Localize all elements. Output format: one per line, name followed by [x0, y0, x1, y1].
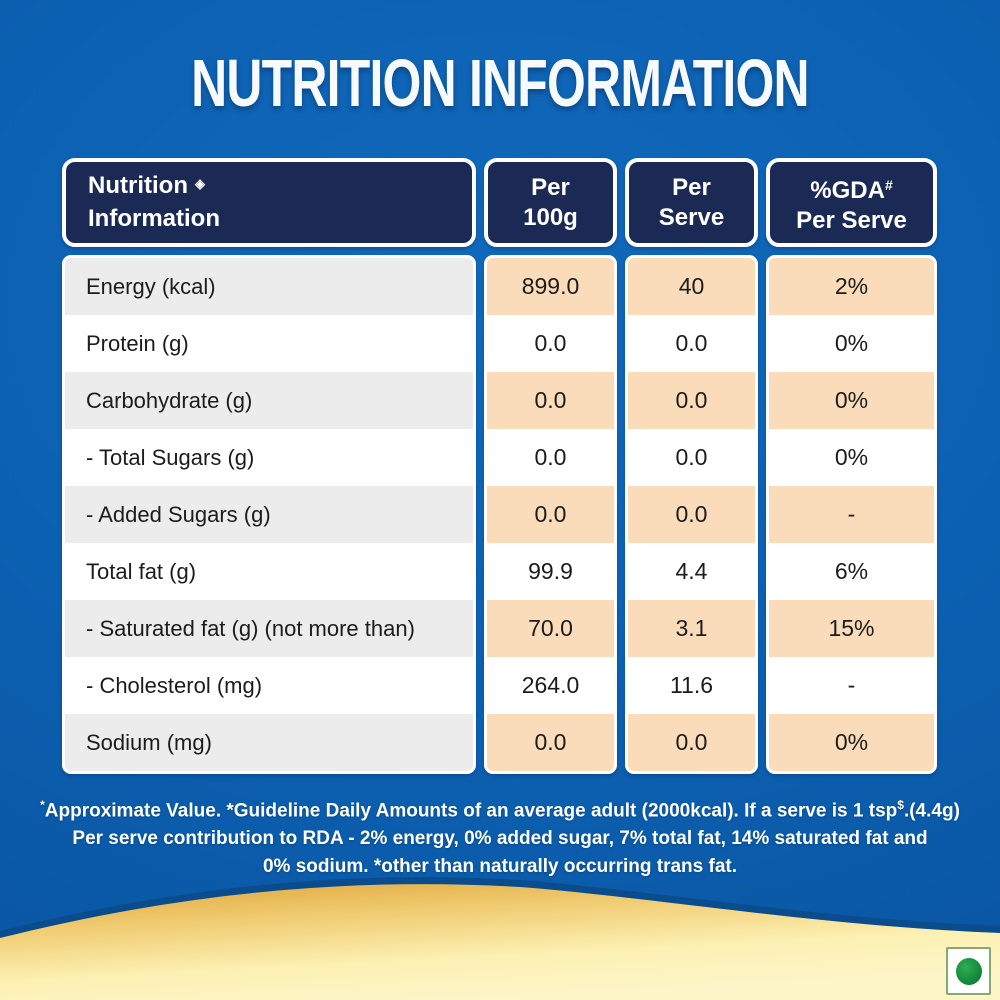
- header-100g-text: 100g: [523, 203, 578, 231]
- cell-per-100g: 264.0: [487, 657, 614, 714]
- diamond-icon: ◈: [194, 176, 205, 191]
- header-serve-text: Serve: [658, 203, 725, 231]
- footnote-text-1a: Approximate Value. *Guideline Daily Amou…: [44, 800, 898, 822]
- nutrition-table: Nutrition ◈ Information Per 100g Per Serv…: [62, 158, 937, 774]
- column-per-serve-values: 40 0.0 0.0 0.0 0.0 4.4 3.1 11.6 0.0: [625, 255, 758, 774]
- cell-per-serve: 0.0: [628, 714, 755, 771]
- wave-gold: [0, 884, 1000, 1000]
- cell-per-serve: 11.6: [628, 657, 755, 714]
- gold-wave-decoration: [0, 877, 1000, 1000]
- footnote-line-3: 0% sodium. *other than naturally occurri…: [262, 856, 738, 878]
- row-label: - Total Sugars (g): [65, 429, 473, 486]
- cell-gda-per-serve: -: [769, 657, 934, 714]
- footnote-text-1b: .(4.4g): [903, 800, 960, 822]
- cell-gda-per-serve: 0%: [769, 429, 934, 486]
- cell-per-serve: 4.4: [628, 543, 755, 600]
- row-label: - Added Sugars (g): [65, 486, 473, 543]
- cell-gda-per-serve: 0%: [769, 372, 934, 429]
- column-per-100g-values: 899.0 0.0 0.0 0.0 0.0 99.9 70.0 264.0 0.0: [484, 255, 617, 774]
- cell-per-serve: 0.0: [628, 429, 755, 486]
- gda-footnote-marker: #: [884, 176, 893, 193]
- header-gda-per-serve: %GDA# Per Serve: [766, 158, 937, 247]
- tsp-footnote-marker: $: [897, 798, 904, 812]
- row-label: Total fat (g): [65, 543, 473, 600]
- header-per-serve: Per Serve: [625, 158, 758, 247]
- row-label: Carbohydrate (g): [65, 372, 473, 429]
- footnote-line-1: *Approximate Value. *Guideline Daily Amo…: [0, 791, 1000, 825]
- cell-gda-per-serve: 15%: [769, 600, 934, 657]
- header-nutrition-text: Nutrition: [88, 172, 188, 199]
- header-per-text: Per: [672, 173, 711, 201]
- veg-mark: [946, 947, 991, 995]
- header-line: Nutrition ◈: [88, 171, 205, 204]
- header-information-text: Information: [88, 205, 220, 232]
- veg-dot-icon: [955, 957, 982, 985]
- header-gda-text: %GDA#: [810, 170, 892, 206]
- cell-per-100g: 0.0: [487, 486, 614, 543]
- row-label: - Cholesterol (mg): [65, 657, 473, 714]
- cell-per-serve: 0.0: [628, 315, 755, 372]
- cell-per-serve: 40: [628, 258, 755, 315]
- cell-per-100g: 0.0: [487, 315, 614, 372]
- cell-per-100g: 0.0: [487, 372, 614, 429]
- row-label: Sodium (mg): [65, 714, 473, 771]
- cell-per-100g: 0.0: [487, 429, 614, 486]
- column-nutrient-labels: Energy (kcal) Protein (g) Carbohydrate (g)…: [62, 255, 476, 774]
- cell-per-serve: 0.0: [628, 486, 755, 543]
- cell-per-100g: 0.0: [487, 714, 614, 771]
- cell-per-100g: 70.0: [487, 600, 614, 657]
- row-label: - Saturated fat (g) (not more than): [65, 600, 473, 657]
- cell-gda-per-serve: 0%: [769, 315, 934, 372]
- header-gda-label: %GDA: [810, 176, 885, 204]
- cell-per-100g: 899.0: [487, 258, 614, 315]
- column-gda-values: 2% 0% 0% 0% -6% 15% -0%: [766, 255, 937, 774]
- header-per-serve-text: Per Serve: [796, 206, 907, 234]
- footnote-asterisk: *: [40, 798, 45, 812]
- header-per-100g: Per 100g: [484, 158, 617, 247]
- page-title: NUTRITION INFORMATION: [0, 45, 1000, 121]
- header-per-text: Per: [531, 173, 570, 201]
- footnote-line-2: Per serve contribution to RDA - 2% energ…: [72, 828, 928, 850]
- row-label: Energy (kcal): [65, 258, 473, 315]
- cell-gda-per-serve: 2%: [769, 258, 934, 315]
- cell-gda-per-serve: 6%: [769, 543, 934, 600]
- footnote: *Approximate Value. *Guideline Daily Amo…: [0, 791, 1000, 881]
- cell-gda-per-serve: -: [769, 486, 934, 543]
- row-label: Protein (g): [65, 315, 473, 372]
- cell-gda-per-serve: 0%: [769, 714, 934, 771]
- cell-per-100g: 99.9: [487, 543, 614, 600]
- cell-per-serve: 3.1: [628, 600, 755, 657]
- page-title-text: NUTRITION INFORMATION: [191, 45, 809, 121]
- cell-per-serve: 0.0: [628, 372, 755, 429]
- header-nutrition-information: Nutrition ◈ Information: [62, 158, 476, 247]
